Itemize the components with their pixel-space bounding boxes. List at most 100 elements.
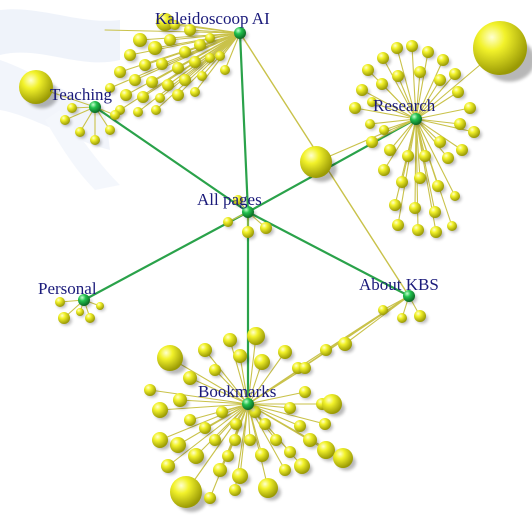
node-label-personal[interactable]: Personal: [38, 279, 97, 298]
leaf-node-bookmarks[interactable]: [255, 448, 272, 464]
node-label-all-pages[interactable]: All pages: [197, 190, 262, 209]
leaf-node-bookmarks[interactable]: [299, 386, 313, 400]
leaf-node-research[interactable]: [356, 84, 370, 98]
leaf-node-research[interactable]: [464, 102, 478, 116]
leaf-node-bookmarks[interactable]: [157, 345, 187, 375]
leaf-node-research[interactable]: [450, 191, 462, 203]
leaf-node-personal[interactable]: [96, 302, 106, 311]
leaf-node-research[interactable]: [414, 66, 428, 80]
leaf-node-about_kbs[interactable]: [397, 313, 409, 325]
leaf-node-bookmarks[interactable]: [258, 478, 281, 501]
leaf-node-bookmarks[interactable]: [173, 393, 190, 409]
leaf-node-personal[interactable]: [58, 312, 72, 326]
leaf-node-teaching[interactable]: [105, 125, 117, 137]
leaf-node-research[interactable]: [442, 152, 456, 166]
leaf-node-kaleidoscoop[interactable]: [114, 66, 128, 80]
leaf-node-research[interactable]: [391, 42, 405, 56]
leaf-node-kaleidoscoop[interactable]: [155, 93, 167, 105]
leaf-node-kaleidoscoop[interactable]: [139, 59, 153, 73]
leaf-node-research[interactable]: [429, 206, 443, 220]
leaf-node-kaleidoscoop[interactable]: [197, 71, 209, 83]
leaf-node-kaleidoscoop[interactable]: [190, 87, 202, 99]
node-label-research[interactable]: Research: [373, 96, 436, 115]
leaf-node-teaching[interactable]: [90, 135, 102, 147]
leaf-node-research[interactable]: [409, 202, 423, 216]
hub-node-bookmarks[interactable]: [242, 398, 256, 412]
leaf-node-kaleidoscoop[interactable]: [156, 58, 170, 72]
leaf-node-kaleidoscoop[interactable]: [172, 62, 186, 76]
leaf-node-research[interactable]: [349, 102, 363, 116]
leaf-node-bookmarks[interactable]: [183, 371, 200, 387]
node-label-kaleidoscoop[interactable]: Kaleidoscoop AI: [155, 9, 270, 28]
leaf-node-research[interactable]: [379, 125, 391, 137]
leaf-node-research[interactable]: [406, 40, 420, 54]
leaf-node-research[interactable]: [473, 21, 532, 82]
leaf-node-kaleidoscoop[interactable]: [133, 107, 145, 119]
leaf-node-bookmarks[interactable]: [222, 450, 236, 464]
leaf-node-about_kbs[interactable]: [414, 310, 428, 324]
leaf-node-research[interactable]: [392, 70, 406, 84]
leaf-node-teaching[interactable]: [67, 103, 79, 115]
leaf-node-bookmarks[interactable]: [247, 327, 268, 348]
leaf-node-bookmarks[interactable]: [317, 441, 338, 462]
leaf-node-research[interactable]: [362, 64, 376, 78]
leaf-node-research[interactable]: [389, 199, 403, 213]
leaf-node-bookmarks[interactable]: [299, 362, 313, 376]
leaf-node-kaleidoscoop[interactable]: [124, 49, 138, 63]
leaf-node-bookmarks[interactable]: [199, 422, 213, 436]
leaf-node-kaleidoscoop[interactable]: [179, 74, 193, 88]
leaf-node-research[interactable]: [434, 74, 448, 88]
leaf-node-kaleidoscoop[interactable]: [205, 53, 217, 65]
leaf-node-about_kbs[interactable]: [338, 337, 355, 353]
hub-node-research[interactable]: [410, 113, 424, 127]
leaf-node-research[interactable]: [402, 150, 416, 164]
leaf-node-kaleidoscoop[interactable]: [148, 41, 165, 57]
leaf-node-personal[interactable]: [76, 308, 86, 317]
leaf-node-kaleidoscoop[interactable]: [162, 79, 176, 93]
leaf-node-research[interactable]: [377, 52, 391, 66]
leaf-node-bookmarks[interactable]: [259, 418, 273, 432]
leaf-node-kaleidoscoop[interactable]: [151, 105, 163, 117]
leaf-node-teaching[interactable]: [110, 110, 122, 122]
leaf-node-bookmarks[interactable]: [209, 364, 223, 378]
leaf-node-research[interactable]: [412, 224, 426, 238]
leaf-node-bookmarks[interactable]: [216, 406, 230, 420]
leaf-node-all_pages[interactable]: [242, 226, 256, 240]
leaf-node-kaleidoscoop[interactable]: [156, 13, 177, 34]
node-label-bookmarks[interactable]: Bookmarks: [198, 382, 276, 401]
leaf-node-research[interactable]: [300, 146, 337, 182]
leaf-node-teaching[interactable]: [75, 127, 87, 139]
leaf-node-kaleidoscoop[interactable]: [105, 83, 117, 95]
leaf-node-research[interactable]: [365, 119, 377, 131]
leaf-node-kaleidoscoop[interactable]: [189, 56, 203, 70]
leaf-node-research[interactable]: [468, 126, 482, 140]
leaf-node-bookmarks[interactable]: [223, 333, 240, 349]
leaf-node-research[interactable]: [378, 164, 392, 178]
leaf-node-research[interactable]: [434, 136, 448, 150]
leaf-node-kaleidoscoop[interactable]: [146, 76, 160, 90]
leaf-node-research[interactable]: [422, 46, 436, 60]
leaf-node-research[interactable]: [396, 176, 410, 190]
node-label-about-kbs[interactable]: About KBS: [359, 275, 439, 294]
leaf-node-kaleidoscoop[interactable]: [129, 74, 143, 88]
hub-node-teaching[interactable]: [89, 101, 103, 115]
leaf-node-kaleidoscoop[interactable]: [133, 33, 150, 49]
leaf-node-bookmarks[interactable]: [333, 448, 356, 471]
leaf-node-bookmarks[interactable]: [170, 476, 207, 512]
leaf-node-all_pages[interactable]: [260, 222, 274, 236]
hub-node-personal[interactable]: [78, 294, 92, 308]
leaf-node-all_pages[interactable]: [233, 195, 245, 207]
leaf-node-bookmarks[interactable]: [244, 434, 258, 448]
leaf-node-all_pages[interactable]: [223, 217, 235, 229]
leaf-node-bookmarks[interactable]: [270, 434, 284, 448]
leaf-node-bookmarks[interactable]: [188, 448, 207, 466]
leaf-node-research[interactable]: [392, 219, 406, 233]
leaf-node-research[interactable]: [432, 180, 446, 194]
leaf-node-research[interactable]: [367, 97, 379, 109]
leaf-node-bookmarks[interactable]: [319, 418, 333, 432]
leaf-node-bookmarks[interactable]: [279, 464, 293, 478]
leaf-node-bookmarks[interactable]: [229, 434, 243, 448]
leaf-node-kaleidoscoop[interactable]: [220, 65, 232, 77]
leaf-node-bookmarks[interactable]: [284, 402, 298, 416]
leaf-node-bookmarks[interactable]: [294, 420, 308, 434]
